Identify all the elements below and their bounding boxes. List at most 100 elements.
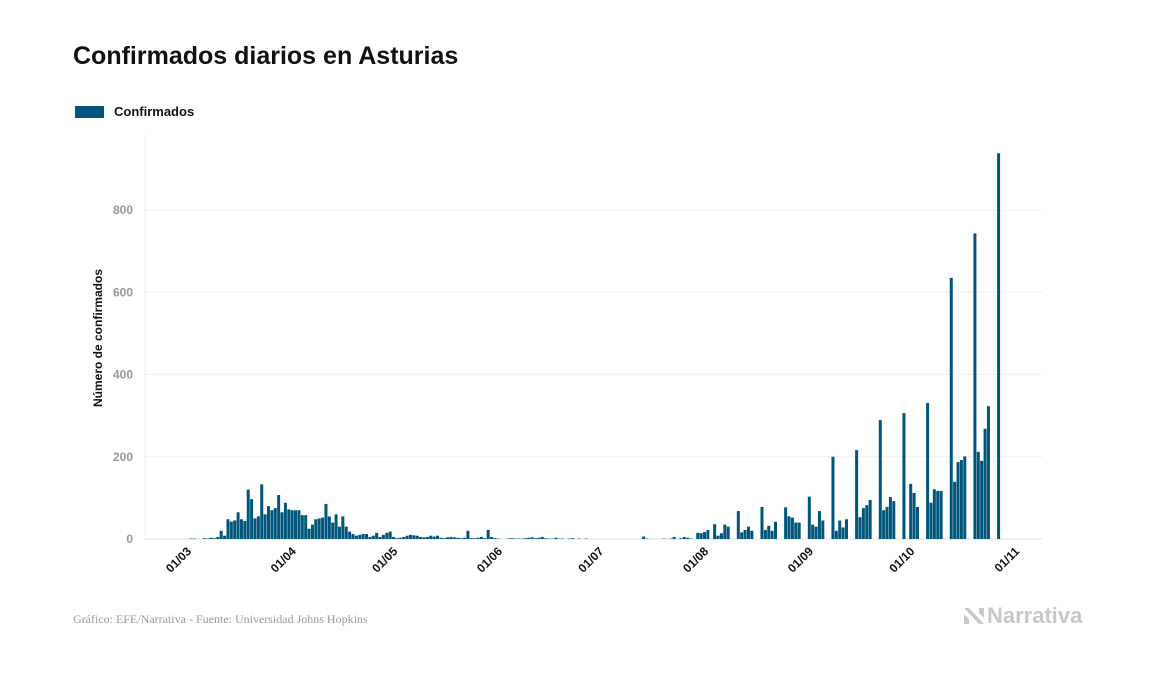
bar	[287, 509, 291, 539]
bar	[351, 534, 355, 539]
bar	[554, 537, 558, 539]
bar	[314, 519, 318, 539]
bar	[486, 529, 490, 539]
bar	[841, 527, 845, 539]
bar	[740, 532, 744, 539]
bar	[246, 489, 250, 539]
bar	[537, 537, 541, 539]
bar	[236, 512, 240, 539]
bar	[814, 526, 818, 539]
bar	[229, 521, 233, 539]
bar	[956, 462, 960, 539]
legend-label: Confirmados	[114, 104, 195, 119]
bar	[331, 522, 335, 539]
y-tick-label: 800	[113, 203, 133, 217]
bar	[243, 520, 247, 539]
bar	[419, 536, 423, 539]
bar	[439, 537, 443, 539]
bar	[483, 538, 487, 539]
bar	[855, 450, 859, 539]
bar	[787, 516, 791, 539]
bar	[476, 537, 480, 539]
bar	[371, 535, 375, 539]
x-tick-label: 01/07	[575, 544, 606, 575]
bar	[304, 515, 308, 539]
bar	[422, 537, 426, 539]
legend-swatch	[75, 105, 104, 118]
bar	[294, 510, 298, 539]
x-tick-label: 01/03	[163, 544, 194, 575]
bar	[202, 538, 206, 539]
bar	[385, 532, 389, 539]
bar	[726, 526, 730, 539]
bar	[527, 537, 531, 539]
bar	[686, 537, 690, 539]
bar	[442, 538, 446, 539]
bar	[378, 536, 382, 539]
bar	[267, 506, 270, 539]
bar	[784, 507, 788, 539]
bar	[797, 522, 801, 539]
bar	[449, 536, 453, 539]
narrativa-logo: Narrativa	[963, 603, 1082, 629]
bar	[412, 535, 416, 539]
bar	[280, 512, 284, 539]
x-tick-label: 01/08	[680, 544, 711, 575]
chart-title: Confirmados diarios en Asturias	[73, 42, 459, 70]
bar	[696, 532, 700, 539]
x-tick-label: 01/09	[785, 544, 816, 575]
bar	[909, 483, 913, 539]
bar	[523, 538, 527, 539]
bar	[463, 537, 467, 539]
bar	[250, 499, 254, 539]
logo-text: Narrativa	[987, 603, 1083, 628]
bar	[398, 537, 402, 539]
bar	[949, 277, 953, 539]
bar	[713, 524, 717, 539]
bar	[719, 533, 723, 539]
bar	[425, 536, 429, 539]
bar	[882, 510, 886, 539]
bar	[571, 538, 575, 539]
bar	[510, 538, 514, 539]
bar	[912, 492, 916, 539]
bar	[926, 402, 930, 539]
bar	[337, 526, 341, 539]
bar	[297, 510, 301, 539]
bar	[706, 529, 710, 539]
bar	[446, 537, 450, 539]
bar	[432, 536, 436, 539]
bar	[226, 519, 230, 539]
narrativa-n-icon	[964, 608, 984, 624]
bar	[544, 538, 548, 539]
bar	[239, 519, 243, 539]
bar	[838, 520, 842, 539]
bar	[405, 535, 409, 539]
bar	[479, 536, 483, 539]
bar	[682, 536, 686, 539]
bar	[270, 510, 274, 539]
bar	[456, 537, 460, 539]
source-footer: Gráfico: EFE/Narrativa - Fuente: Univers…	[73, 612, 368, 626]
bar	[746, 526, 750, 539]
x-tick-label: 01/04	[268, 544, 299, 575]
bar	[986, 406, 990, 539]
bar	[348, 531, 352, 539]
bar	[868, 499, 872, 539]
y-axis-title: Número de confirmados	[91, 269, 105, 407]
bar	[858, 517, 862, 539]
bar	[939, 490, 943, 539]
bar	[790, 517, 794, 539]
bar	[408, 534, 412, 539]
bar	[821, 520, 825, 539]
bar	[253, 518, 257, 539]
y-tick-label: 0	[126, 532, 133, 546]
bar	[817, 511, 821, 539]
bar	[976, 451, 980, 539]
bar	[358, 534, 362, 539]
bar	[327, 516, 331, 539]
bar	[321, 517, 325, 539]
bar	[334, 514, 338, 539]
bar	[834, 530, 838, 539]
